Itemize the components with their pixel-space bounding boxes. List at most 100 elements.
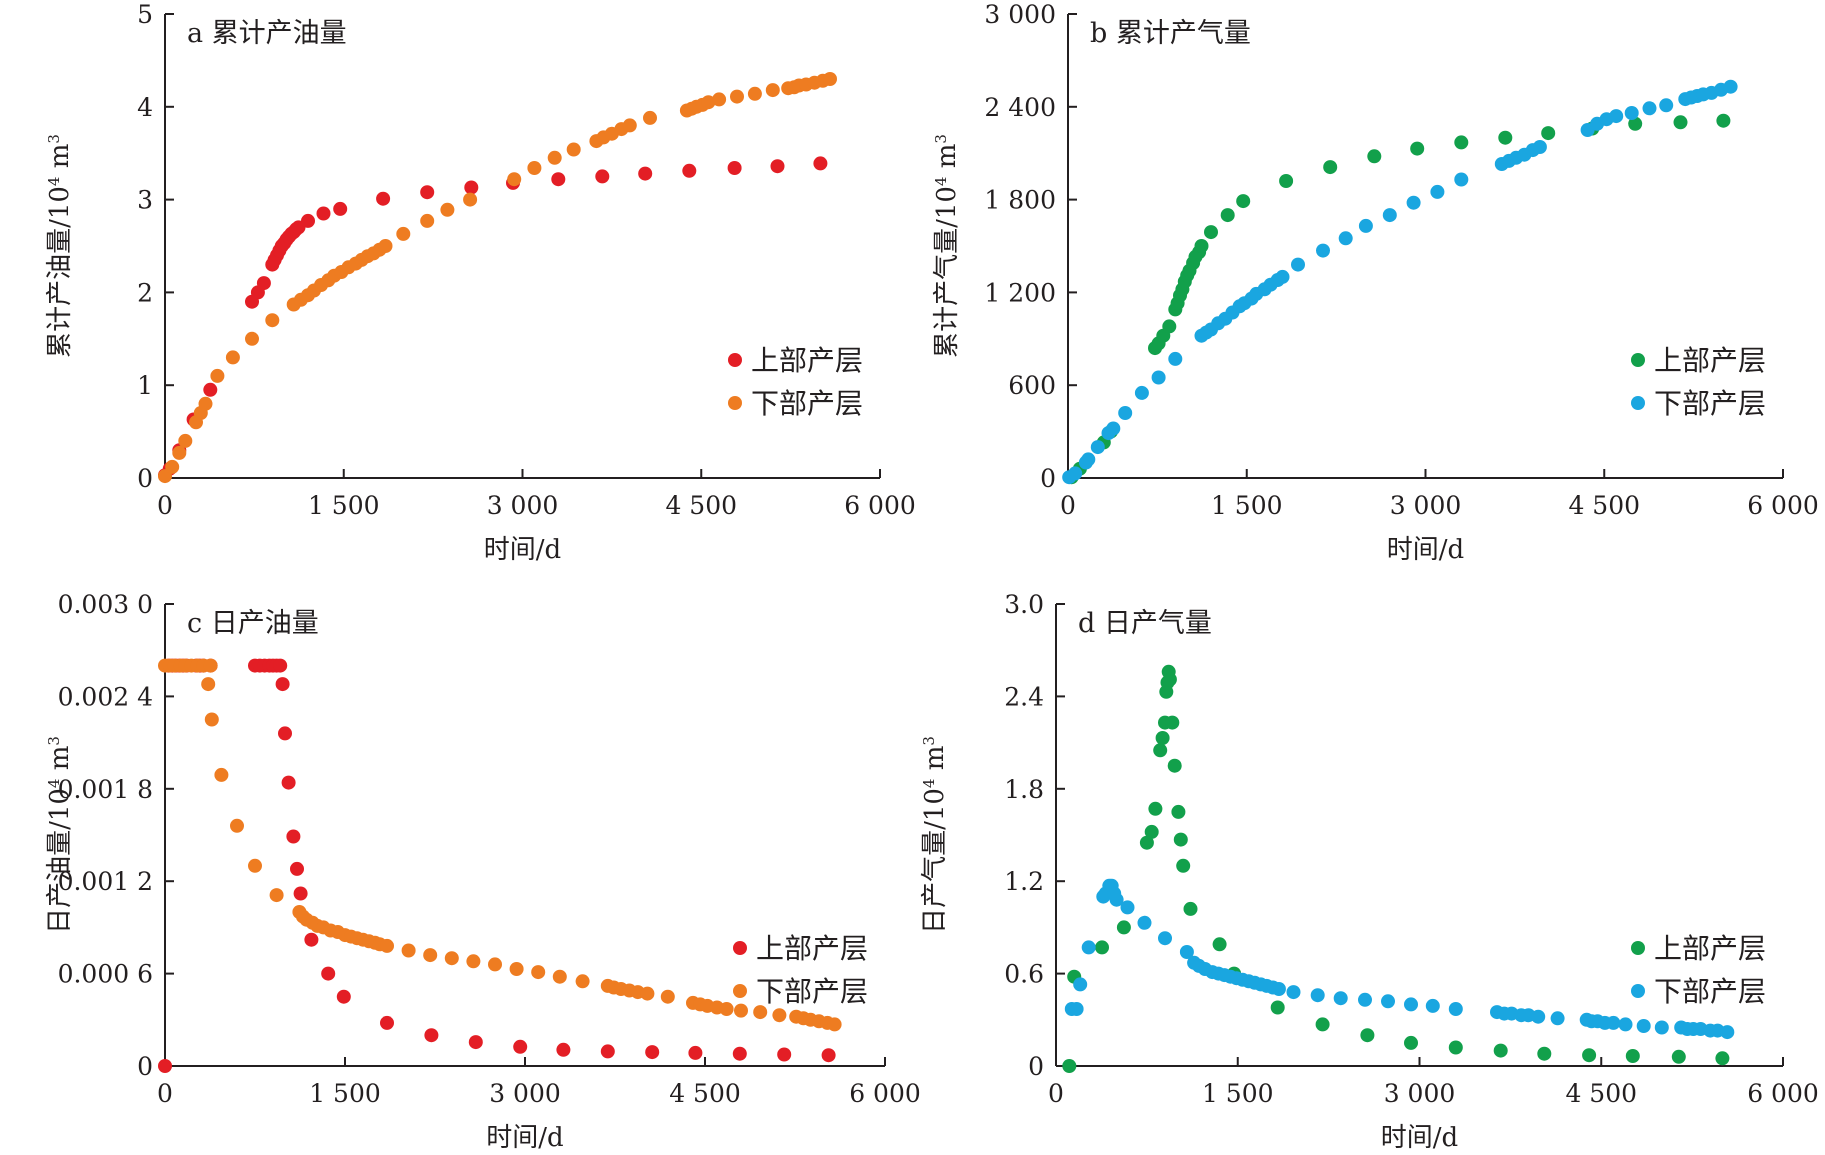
- y-tick-label: 0: [1028, 1052, 1044, 1081]
- y-axis-label-superscript: 3: [45, 736, 63, 746]
- data-point: [551, 172, 566, 187]
- data-point: [265, 313, 280, 328]
- data-point: [823, 72, 837, 86]
- data-point: [772, 1008, 787, 1023]
- y-tick-label: 0: [137, 464, 153, 493]
- data-point: [1162, 319, 1177, 334]
- data-point: [1671, 1049, 1686, 1064]
- data-point: [172, 445, 187, 460]
- data-point: [248, 858, 262, 873]
- data-point: [204, 712, 219, 727]
- data-point: [719, 1002, 734, 1016]
- data-point: [1120, 900, 1135, 915]
- data-point: [198, 396, 213, 411]
- data-point: [1541, 126, 1556, 141]
- data-point: [1625, 1049, 1640, 1063]
- x-tick-label: 6 000: [844, 491, 916, 520]
- y-axis-label-superscript: 4: [45, 177, 63, 187]
- data-point: [158, 1059, 172, 1073]
- data-point: [734, 1003, 748, 1018]
- data-point: [1673, 115, 1688, 130]
- chart-title: d 日产气量: [1078, 608, 1212, 639]
- data-point: [286, 829, 301, 844]
- data-point: [1068, 466, 1083, 481]
- y-axis-label-superscript: 4: [920, 779, 938, 789]
- data-point: [1183, 901, 1198, 916]
- y-tick-label: 1.8: [1004, 775, 1044, 804]
- data-point: [290, 861, 304, 876]
- data-point: [1081, 452, 1096, 467]
- y-tick-label: 0.003 0: [58, 590, 153, 619]
- data-point: [777, 1047, 792, 1062]
- data-point: [1134, 385, 1149, 400]
- data-point: [827, 1017, 842, 1032]
- data-point: [1073, 977, 1088, 992]
- y-tick-label: 0.001 8: [58, 775, 153, 804]
- x-axis-label: 时间/d: [486, 1123, 563, 1153]
- data-point: [1095, 940, 1109, 955]
- data-point: [1310, 988, 1325, 1003]
- y-axis-label-text: m: [920, 746, 950, 779]
- legend-marker: [1631, 941, 1645, 955]
- data-point: [1139, 835, 1154, 850]
- x-tick-label: 4 500: [1568, 491, 1640, 520]
- data-point: [269, 888, 284, 903]
- data-point: [463, 192, 478, 207]
- data-point: [333, 201, 348, 216]
- data-point: [765, 83, 780, 98]
- legend-marker: [728, 353, 742, 367]
- data-point: [301, 213, 315, 228]
- y-axis-label-text: 日产气量/10: [920, 788, 950, 934]
- data-point: [293, 886, 308, 901]
- series-upper-layer: [158, 156, 828, 483]
- data-point: [1179, 945, 1194, 959]
- data-point: [1430, 184, 1445, 199]
- x-tick-label: 6 000: [1747, 1079, 1819, 1108]
- series-lower-layer: [158, 72, 837, 484]
- data-point: [556, 1042, 571, 1057]
- y-tick-label: 1: [137, 371, 153, 400]
- data-point: [1654, 1020, 1669, 1035]
- y-tick-label: 5: [137, 0, 153, 29]
- data-point: [753, 1005, 768, 1020]
- data-point: [1167, 758, 1182, 773]
- data-point: [1118, 406, 1133, 420]
- data-point: [1531, 1009, 1546, 1024]
- data-point: [214, 767, 229, 782]
- x-tick-label: 1 500: [309, 1079, 381, 1108]
- legend-label: 上部产层: [751, 344, 863, 377]
- legend-label: 下部产层: [1654, 387, 1766, 420]
- data-point: [1628, 116, 1643, 131]
- data-point: [488, 957, 502, 972]
- data-point: [1493, 1043, 1508, 1058]
- data-point: [444, 951, 459, 966]
- data-point: [1404, 997, 1418, 1012]
- data-point: [638, 166, 653, 181]
- data-point: [1109, 892, 1124, 907]
- data-point: [1165, 715, 1180, 730]
- chart-title: b 累计产气量: [1090, 18, 1251, 49]
- data-point: [701, 95, 716, 110]
- x-tick-label: 6 000: [849, 1079, 921, 1108]
- data-point: [1204, 225, 1218, 240]
- x-tick-label: 0: [1060, 491, 1076, 520]
- y-tick-label: 3.0: [1004, 590, 1044, 619]
- data-point: [401, 943, 416, 958]
- data-point: [1323, 160, 1338, 175]
- chart-panel-d: 0 0.6 1.2 1.8 2.4 3.0 0 1 500 3 000 4 500 6 000 时间/…: [920, 590, 1819, 1153]
- data-point: [281, 775, 296, 790]
- data-point: [730, 89, 744, 104]
- data-point: [1716, 113, 1731, 128]
- data-point: [1338, 231, 1353, 246]
- data-point: [1537, 1046, 1552, 1061]
- series-lower-layer: [1062, 79, 1738, 485]
- data-point: [201, 677, 216, 692]
- data-point: [203, 382, 218, 397]
- data-point: [813, 156, 828, 171]
- data-point: [1275, 269, 1290, 284]
- data-point: [278, 726, 292, 741]
- data-point: [575, 974, 590, 989]
